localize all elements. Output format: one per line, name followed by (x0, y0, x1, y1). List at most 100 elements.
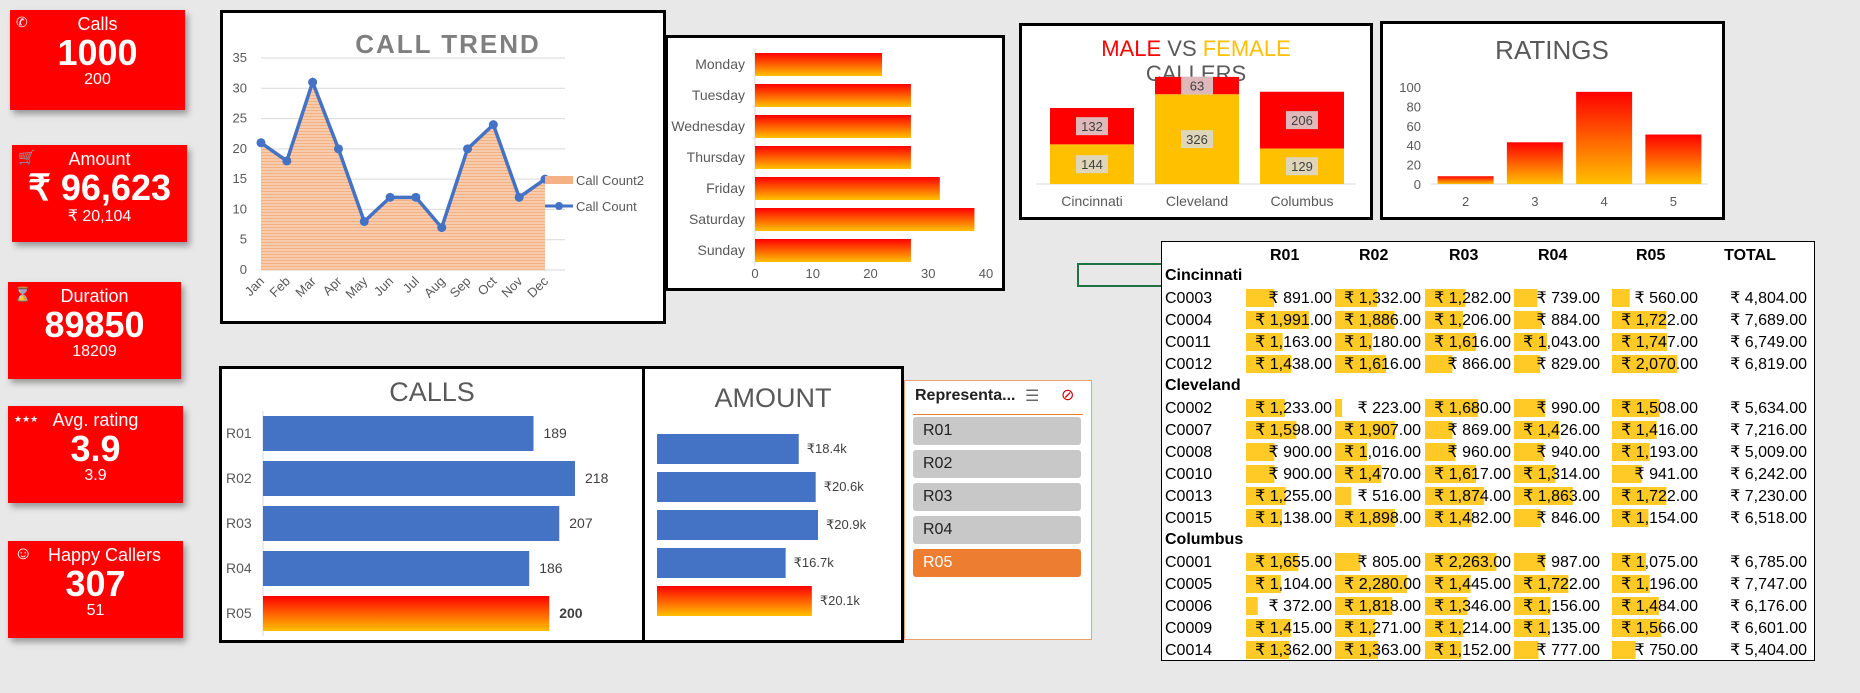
data-bar (1514, 311, 1542, 329)
line-point (256, 138, 266, 148)
y-tick-label: 20 (1407, 158, 1421, 173)
row-label: C0015 (1165, 510, 1212, 527)
slicer-item-r05[interactable]: R05 (913, 549, 1081, 577)
cell-value: ₹ 2,263.00 (1434, 554, 1511, 571)
data-bar (1514, 399, 1546, 417)
cell-value: ₹ 1,907.00 (1344, 422, 1421, 439)
cell-value: ₹ 805.00 (1357, 554, 1421, 571)
amount-bar (657, 434, 799, 464)
representative-slicer[interactable]: Representa... ☰ ⊘ R01 R02 R03 R04 R05 (904, 380, 1092, 640)
row-label: C0013 (1165, 488, 1212, 505)
data-bar (1612, 641, 1636, 659)
cell-value: ₹ 1,346.00 (1434, 598, 1511, 615)
kpi-happy-callers: ☺ Happy Callers 307 51 (8, 541, 183, 638)
data-bar (1612, 619, 1662, 637)
slicer-item-r01[interactable]: R01 (913, 417, 1081, 445)
clear-filter-icon[interactable]: ⊘ (1061, 387, 1075, 404)
row-total: ₹ 6,518.00 (1730, 510, 1807, 527)
cell-value: ₹ 1,163.00 (1255, 334, 1332, 351)
call-trend-chart[interactable]: CALL TREND 0 5 10 15 20 25 30 35 Jan Feb Mar Apr May J… (220, 10, 666, 324)
column-header: R02 (1359, 247, 1388, 264)
data-bar (1612, 355, 1678, 373)
cell-value: ₹ 1,332.00 (1344, 290, 1421, 307)
y-tick-label: 20 (233, 141, 247, 156)
column-header: R03 (1449, 247, 1478, 264)
calls-chart[interactable]: CALLS R01 189 R02 218 R03 207 R04 186 R05 200 (219, 366, 645, 643)
slicer-item-r03[interactable]: R03 (913, 483, 1081, 511)
cell-value: ₹ 1,616.00 (1434, 334, 1511, 351)
category-label: R01 (226, 425, 252, 441)
data-bar (1246, 619, 1291, 637)
chart-title: CALLS (389, 377, 475, 407)
x-tick-label: Jun (371, 274, 396, 299)
kpi-avg-rating: ★★★ Avg. rating 3.9 3.9 (8, 406, 183, 503)
data-bar (1514, 575, 1569, 593)
data-bar (1425, 597, 1468, 615)
cell-value: ₹ 1,206.00 (1434, 312, 1511, 329)
calls-svg: CALLS R01 189 R02 218 R03 207 R04 186 R05 200 (226, 377, 609, 636)
y-tick-label: 15 (233, 171, 247, 186)
multi-select-icon[interactable]: ☰ (1025, 388, 1040, 405)
line-point (463, 144, 473, 154)
data-bar (1612, 553, 1646, 571)
category-label: R04 (226, 560, 252, 576)
line-point (385, 192, 395, 202)
gender-chart[interactable]: MALE VS FEMALE CALLERS 144 132 Cincinnati 326… (1019, 23, 1373, 220)
data-bar (1335, 575, 1407, 593)
x-tick-label: 3 (1531, 194, 1538, 209)
weekday-bar (755, 208, 975, 231)
x-tick-label: 20 (863, 266, 877, 281)
data-bar (1612, 465, 1642, 483)
cell-value: ₹ 1,598.00 (1255, 422, 1332, 439)
cell-value: ₹ 1,180.00 (1344, 334, 1421, 351)
data-label: 326 (1186, 132, 1208, 147)
pivot-table[interactable]: R01 R02 R03 R04 R05 TOTAL Cincinnati C0003 ₹ 891… (1161, 241, 1815, 661)
amount-chart[interactable]: AMOUNT ₹18.4k ₹20.6k ₹20.9k ₹16.7k ₹20.1k (642, 366, 904, 643)
cell-value: ₹ 223.00 (1357, 400, 1421, 417)
kpi-calls: ✆ Calls 1000 200 (10, 10, 185, 110)
cell-value: ₹ 777.00 (1536, 642, 1600, 659)
cell-value: ₹ 1,138.00 (1255, 510, 1332, 527)
cell-selection[interactable] (1077, 263, 1164, 287)
data-bar (1514, 333, 1547, 351)
data-bar (1612, 575, 1650, 593)
data-bar (1246, 487, 1286, 505)
column-header: R04 (1538, 247, 1567, 264)
row-total: ₹ 7,747.00 (1730, 576, 1807, 593)
x-tick-label: Oct (475, 273, 500, 298)
cell-value: ₹ 900.00 (1268, 466, 1332, 483)
row-label: C0012 (1165, 356, 1212, 373)
data-bar (1514, 443, 1544, 461)
x-tick-label: 4 (1601, 194, 1608, 209)
row-total: ₹ 7,230.00 (1730, 488, 1807, 505)
cell-value: ₹ 1,508.00 (1621, 400, 1698, 417)
cell-value: ₹ 1,196.00 (1621, 576, 1698, 593)
data-bar (1514, 355, 1541, 373)
weekday-chart[interactable]: Monday Tuesday Wednesday Thursday Friday Satu… (665, 35, 1005, 291)
data-label: 129 (1291, 159, 1313, 174)
rating-bar (1506, 142, 1563, 184)
cell-value: ₹ 1,886.00 (1344, 312, 1421, 329)
row-label: C0003 (1165, 290, 1212, 307)
x-tick-label: Mar (292, 273, 319, 300)
cell-value: ₹ 1,415.00 (1255, 620, 1332, 637)
column-header: R01 (1270, 247, 1299, 264)
cell-value: ₹ 750.00 (1634, 642, 1698, 659)
weekday-bar (755, 239, 911, 262)
slicer-item-r02[interactable]: R02 (913, 450, 1081, 478)
cell-value: ₹ 1,255.00 (1255, 488, 1332, 505)
cell-value: ₹ 1,991.00 (1255, 312, 1332, 329)
row-total: ₹ 5,404.00 (1730, 642, 1807, 659)
rating-bar (1437, 176, 1494, 184)
slicer-item-r04[interactable]: R04 (913, 516, 1081, 544)
data-bar (1514, 421, 1560, 439)
cell-value: ₹ 990.00 (1536, 400, 1600, 417)
kpi-sub: 51 (86, 602, 105, 619)
data-bar (1425, 487, 1485, 505)
slicer-title: Representa... (915, 387, 1016, 404)
cell-value: ₹ 987.00 (1536, 554, 1600, 571)
cell-value: ₹ 1,616.00 (1344, 356, 1421, 373)
data-bar (1612, 487, 1667, 505)
ratings-chart[interactable]: RATINGS 0 20 40 60 80 100 2 3 4 5 (1380, 21, 1725, 220)
category-label: Thursday (687, 149, 745, 165)
